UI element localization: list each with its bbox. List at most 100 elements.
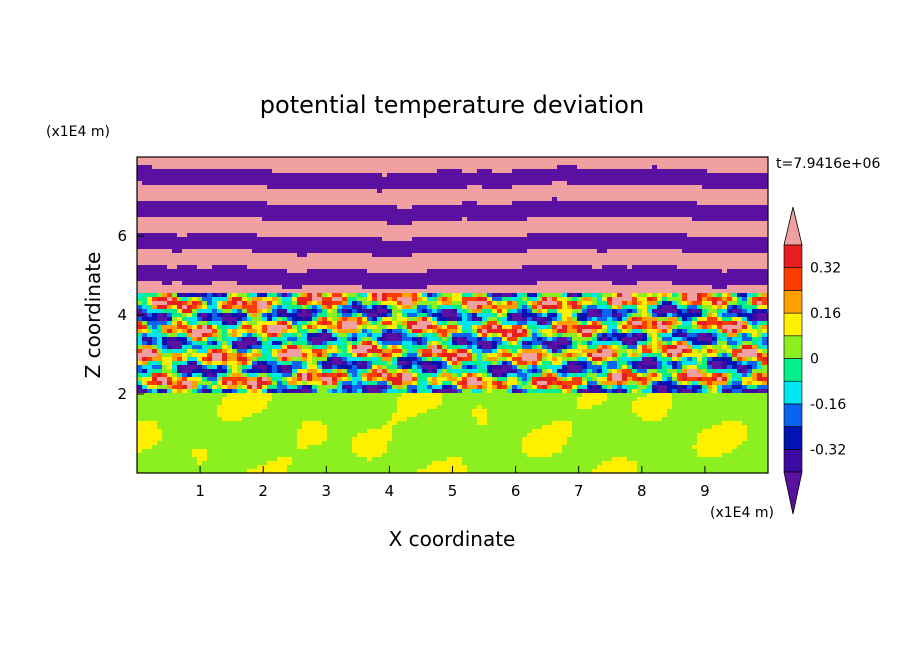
contour-cell xyxy=(352,281,358,286)
contour-cell xyxy=(422,285,428,290)
contour-cell xyxy=(202,189,208,194)
contour-cell xyxy=(492,245,498,250)
contour-cell xyxy=(467,253,473,258)
contour-cell xyxy=(422,221,428,226)
contour-cell xyxy=(412,301,418,306)
contour-cell xyxy=(642,173,648,178)
contour-cell xyxy=(477,285,483,290)
contour-cell xyxy=(492,189,498,194)
contour-cell xyxy=(457,161,463,166)
contour-cell xyxy=(592,185,598,190)
contour-cell xyxy=(377,181,383,186)
contour-cell xyxy=(277,241,283,246)
contour-cell xyxy=(432,261,438,266)
contour-cell xyxy=(652,205,658,210)
contour-cell xyxy=(307,273,313,278)
contour-cell xyxy=(617,181,623,186)
contour-cell xyxy=(307,293,313,298)
contour-cell xyxy=(497,213,503,218)
contour-cell xyxy=(497,265,503,270)
contour-cell xyxy=(417,181,423,186)
contour-cell xyxy=(727,273,733,278)
contour-cell xyxy=(687,165,693,170)
contour-cell xyxy=(637,293,643,298)
contour-cell xyxy=(432,277,438,282)
contour-cell xyxy=(217,173,223,178)
contour-cell xyxy=(492,205,498,210)
contour-cell xyxy=(377,261,383,266)
contour-cell xyxy=(172,241,178,246)
contour-cell xyxy=(732,297,738,302)
contour-cell xyxy=(197,293,203,298)
contour-cell xyxy=(697,165,703,170)
contour-cell xyxy=(667,301,673,306)
contour-cell xyxy=(657,197,663,202)
contour-cell xyxy=(202,213,208,218)
contour-cell xyxy=(252,217,258,222)
contour-cell xyxy=(747,225,753,230)
contour-cell xyxy=(162,261,168,266)
contour-cell xyxy=(247,273,253,278)
contour-cell xyxy=(397,285,403,290)
contour-cell xyxy=(692,169,698,174)
contour-cell xyxy=(462,233,468,238)
contour-cell xyxy=(662,285,668,290)
contour-cell xyxy=(272,221,278,226)
contour-cell xyxy=(377,205,383,210)
contour-cell xyxy=(477,241,483,246)
contour-cell xyxy=(177,245,183,250)
contour-cell xyxy=(357,297,363,302)
contour-cell xyxy=(387,197,393,202)
contour-cell xyxy=(387,173,393,178)
contour-cell xyxy=(512,205,518,210)
contour-cell xyxy=(257,233,263,238)
contour-cell xyxy=(232,173,238,178)
contour-cell xyxy=(737,201,743,206)
contour-cell xyxy=(157,237,163,242)
contour-cell xyxy=(362,229,368,234)
contour-cell xyxy=(207,285,213,290)
contour-cell xyxy=(507,293,513,298)
contour-cell xyxy=(487,241,493,246)
contour-cell xyxy=(612,265,618,270)
contour-cell xyxy=(697,273,703,278)
contour-cell xyxy=(687,237,693,242)
contour-cell xyxy=(637,217,643,222)
contour-cell xyxy=(212,305,218,310)
contour-cell xyxy=(622,161,628,166)
contour-cell xyxy=(287,245,293,250)
contour-cell xyxy=(212,309,218,314)
contour-cell xyxy=(162,265,168,270)
contour-cell xyxy=(677,221,683,226)
contour-cell xyxy=(467,305,473,310)
contour-cell xyxy=(242,289,248,294)
contour-cell xyxy=(537,221,543,226)
contour-cell xyxy=(587,249,593,254)
contour-cell xyxy=(452,285,458,290)
contour-cell xyxy=(477,229,483,234)
contour-cell xyxy=(242,277,248,282)
contour-cell xyxy=(572,185,578,190)
contour-cell xyxy=(157,189,163,194)
contour-cell xyxy=(262,257,268,262)
contour-cell xyxy=(522,281,528,286)
contour-cell xyxy=(362,265,368,270)
contour-cell xyxy=(602,257,608,262)
contour-cell xyxy=(467,301,473,306)
contour-cell xyxy=(542,201,548,206)
contour-cell xyxy=(382,265,388,270)
contour-cell xyxy=(612,289,618,294)
contour-cell xyxy=(222,201,228,206)
contour-cell xyxy=(717,229,723,234)
contour-cell xyxy=(277,293,283,298)
contour-cell xyxy=(177,169,183,174)
contour-cell xyxy=(387,185,393,190)
contour-cell xyxy=(327,229,333,234)
contour-cell xyxy=(732,165,738,170)
contour-cell xyxy=(442,205,448,210)
contour-cell xyxy=(347,261,353,266)
contour-cell xyxy=(722,229,728,234)
contour-cell xyxy=(282,205,288,210)
contour-cell xyxy=(357,201,363,206)
contour-cell xyxy=(517,289,523,294)
